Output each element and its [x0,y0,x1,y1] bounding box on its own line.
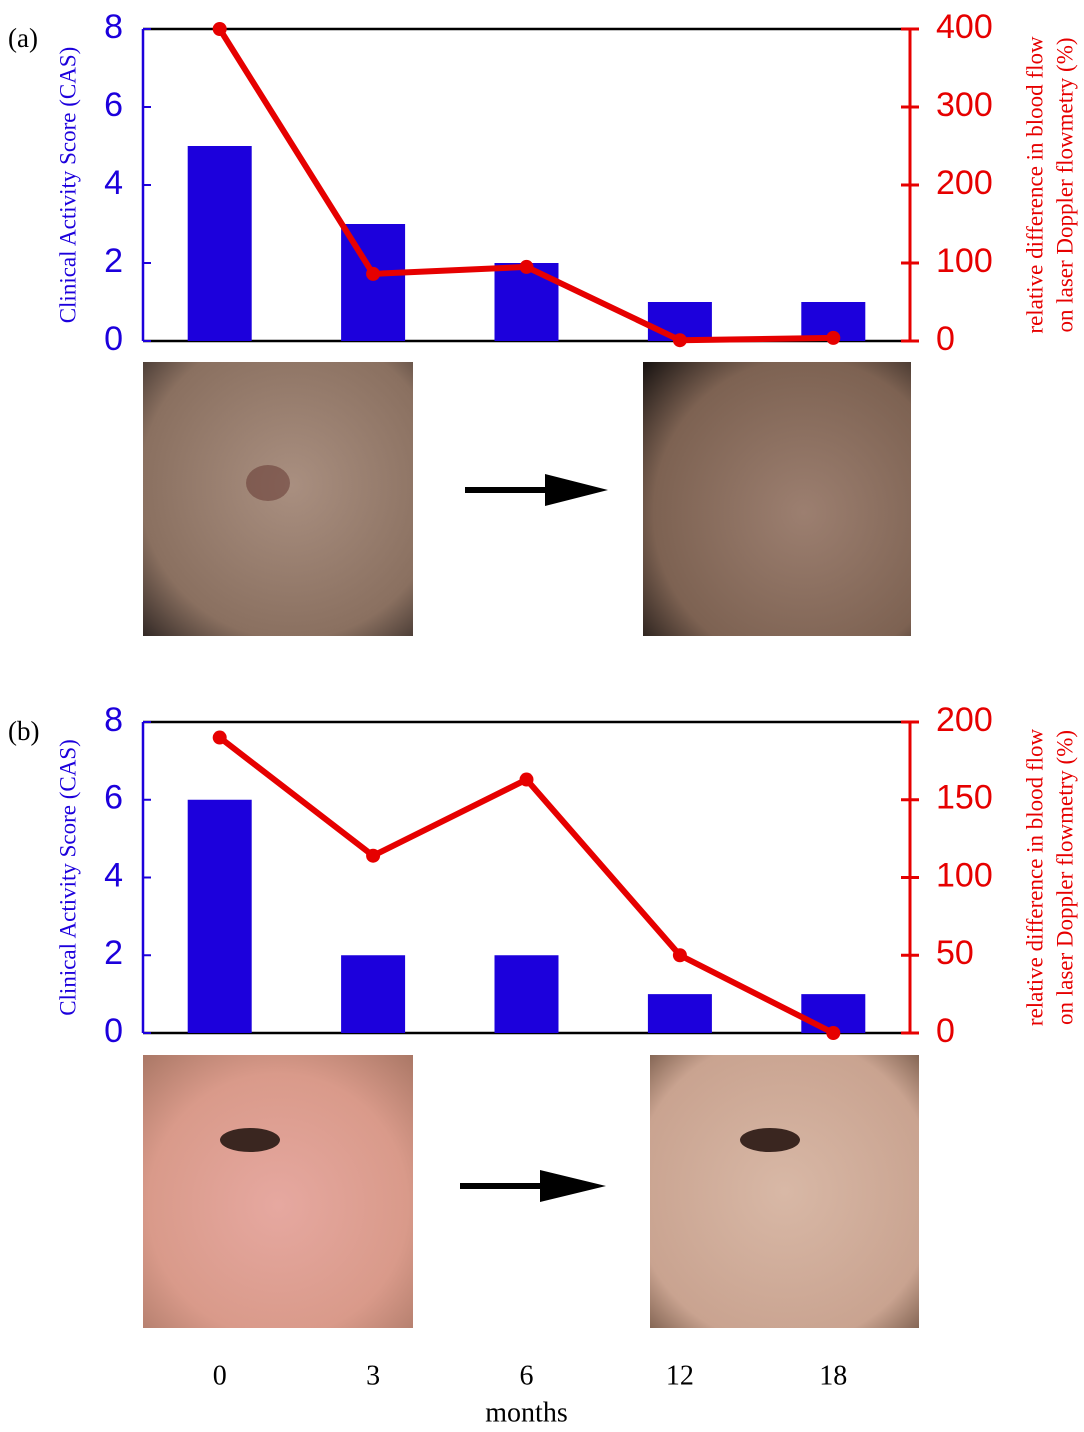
bar [494,955,559,1033]
arrows [460,474,608,1202]
y2-axis-label: on laser Doppler flowmetry (%) [1052,730,1077,1025]
point [826,330,841,345]
y-tick-label: 2 [104,934,123,972]
point [212,22,227,36]
panel-label: (a) [8,23,38,53]
arrow-head [545,474,608,506]
y2-tick-label: 0 [936,1012,955,1050]
point [519,772,534,787]
x-tick-label: 6 [520,1360,534,1391]
point [366,848,381,863]
bar [187,146,252,341]
y-tick-label: 8 [104,701,123,739]
point [672,948,687,963]
point [366,266,381,281]
y-tick-label: 6 [104,86,123,124]
y2-tick-label: 200 [936,701,993,739]
y2-tick-label: 100 [936,856,993,894]
bar [341,955,406,1033]
y-tick-label: 0 [104,1012,123,1050]
y2-axis-label: on laser Doppler flowmetry (%) [1052,37,1077,332]
x-tick-label: 3 [366,1360,380,1391]
y2-axis-label: relative difference in blood flow [1022,729,1047,1027]
photo-after [650,1055,919,1328]
y2-tick-label: 100 [936,242,993,280]
x-tick-label: 12 [666,1360,694,1391]
bar [647,994,712,1033]
y-tick-label: 6 [104,779,123,817]
photo-after [643,362,911,636]
y-tick-label: 2 [104,242,123,280]
y2-tick-label: 400 [936,8,993,46]
x-tick-label: 18 [819,1360,847,1391]
y2-axis-label: relative difference in blood flow [1022,36,1047,334]
y-axis-label: Clinical Activity Score (CAS) [55,739,80,1016]
photo-before [143,1055,413,1328]
bar [187,799,252,1033]
y-tick-label: 4 [104,164,123,202]
point [519,259,534,274]
y-tick-label: 0 [104,320,123,358]
y2-tick-label: 300 [936,86,993,124]
point [826,1026,841,1040]
panel-label: (b) [8,716,39,746]
y-tick-label: 4 [104,856,123,894]
arrow-head [540,1170,606,1202]
lesion [246,465,290,501]
y2-tick-label: 200 [936,164,993,202]
y-tick-label: 8 [104,8,123,46]
y2-tick-label: 0 [936,320,955,358]
point [212,730,227,745]
x-tick-label: 0 [213,1360,227,1391]
photos [143,362,919,1328]
y-axis-label: Clinical Activity Score (CAS) [55,47,80,324]
eye [220,1128,280,1152]
x-axis-label: months [485,1397,567,1428]
y2-tick-label: 50 [936,934,974,972]
eye [740,1128,800,1152]
y2-tick-label: 150 [936,779,993,817]
point [672,333,687,348]
